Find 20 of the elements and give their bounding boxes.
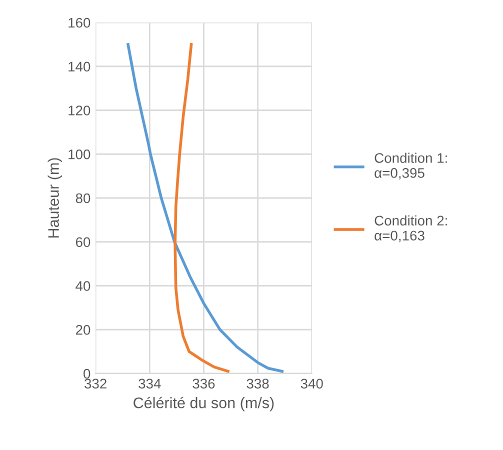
x-tick-label: 334 [138, 378, 161, 389]
legend-label: Condition 1: α=0,395 [374, 152, 447, 180]
x-tick-label: 338 [246, 378, 269, 389]
x-tick-label: 340 [300, 378, 323, 389]
line-series [126, 43, 284, 373]
x-axis-title: Célérité du son (m/s) [134, 396, 274, 412]
y-tick-label: 20 [76, 324, 90, 335]
y-tick-label: 120 [68, 106, 90, 116]
y-tick-label: 0 [84, 368, 90, 379]
x-tick-label: 332 [84, 378, 106, 389]
y-tick-label: 40 [76, 281, 90, 291]
y-tick-label: 160 [68, 18, 90, 28]
y-tick-label: 100 [68, 149, 90, 160]
line-series [174, 43, 230, 373]
x-tick-label: 336 [192, 378, 215, 389]
y-axis-title: Hauteur (m) [48, 158, 62, 238]
y-tick-label: 60 [76, 237, 90, 248]
y-tick-label: 80 [76, 193, 90, 204]
legend-label: Condition 2: α=0,163 [374, 215, 447, 242]
y-tick-label: 140 [68, 62, 90, 72]
